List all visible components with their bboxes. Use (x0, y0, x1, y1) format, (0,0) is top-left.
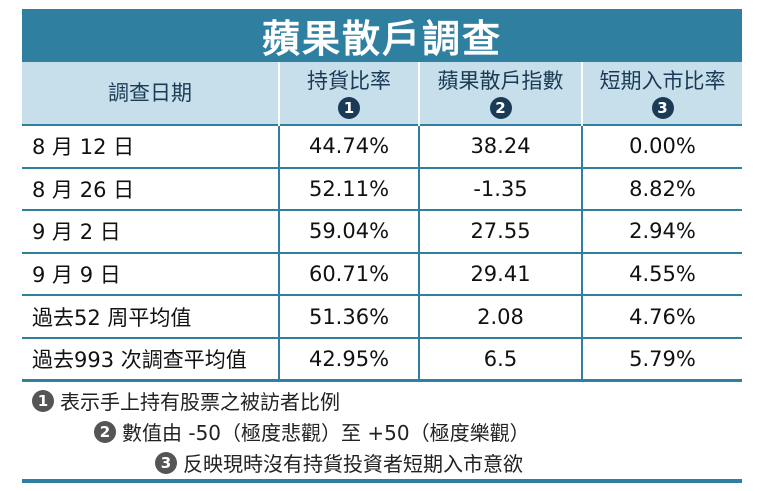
header-retail-index: 蘋果散戶指數 2 (419, 62, 583, 125)
cell-index: 6.5 (419, 336, 583, 383)
header-short-entry-ratio: 短期入市比率 3 (599, 68, 726, 119)
header-row: 調查日期 持貨比率 1 蘋果散戶指數 2 短期入市比率 3 (22, 62, 742, 125)
survey-table: 調查日期 持貨比率 1 蘋果散戶指數 2 短期入市比率 3 8 月 12 日 4… (22, 62, 742, 383)
footnote-text: 反映現時沒有持貨投資者短期入市意欲 (183, 452, 523, 476)
header-date: 調查日期 (22, 62, 280, 125)
cell-date: 過去993 次調查平均值 (22, 336, 280, 383)
footnote-marker-3: 3 (651, 96, 674, 119)
cell-short: 8.82% (582, 166, 742, 211)
bottom-rule (22, 479, 742, 483)
footnote-1: 1 表示手上持有股票之被訪者比例 (32, 386, 340, 415)
cell-index: 29.41 (419, 251, 583, 296)
footnote-number: 2 (94, 420, 116, 443)
footnote-marker-1: 1 (338, 96, 360, 119)
cell-short: 0.00% (582, 124, 742, 168)
footnote-marker-2: 2 (489, 96, 512, 119)
header-hold-ratio: 持貨比率 1 (279, 62, 420, 125)
cell-index: 38.24 (419, 124, 583, 168)
footnote-number: 3 (155, 451, 177, 474)
footnote-2: 2 數值由 -50（極度悲觀）至 +50（極度樂觀） (94, 417, 530, 446)
cell-hold: 60.71% (279, 251, 420, 296)
cell-hold: 52.11% (279, 166, 420, 211)
table-row: 8 月 12 日 44.74% 38.24 0.00% (22, 124, 742, 168)
footnote-text: 數值由 -50（極度悲觀）至 +50（極度樂觀） (122, 421, 530, 445)
cell-date: 8 月 12 日 (22, 124, 280, 168)
cell-date: 9 月 2 日 (22, 209, 280, 253)
survey-table-container: 蘋果散戶調查 調查日期 持貨比率 1 蘋果散戶指數 2 短期入市比率 3 (22, 9, 742, 383)
cell-index: 2.08 (419, 294, 583, 338)
table-row: 9 月 9 日 60.71% 29.41 4.55% (22, 251, 742, 296)
cell-index: -1.35 (419, 166, 583, 211)
cell-date: 8 月 26 日 (22, 166, 280, 211)
table-row: 9 月 2 日 59.04% 27.55 2.94% (22, 209, 742, 253)
cell-date: 過去52 周平均值 (22, 294, 280, 338)
footnote-number: 1 (32, 389, 54, 412)
cell-short: 2.94% (582, 209, 742, 253)
cell-hold: 59.04% (279, 209, 420, 253)
cell-hold: 51.36% (279, 294, 420, 338)
footnote-3: 3 反映現時沒有持貨投資者短期入市意欲 (155, 448, 523, 477)
table-row: 過去993 次調查平均值 42.95% 6.5 5.79% (22, 336, 742, 383)
cell-hold: 42.95% (279, 336, 420, 383)
table-title: 蘋果散戶調查 (22, 9, 742, 62)
cell-hold: 44.74% (279, 124, 420, 168)
cell-short: 4.55% (582, 251, 742, 296)
cell-short: 5.79% (582, 336, 742, 383)
footnote-text: 表示手上持有股票之被訪者比例 (60, 390, 340, 414)
table-row: 過去52 周平均值 51.36% 2.08 4.76% (22, 294, 742, 338)
cell-index: 27.55 (419, 209, 583, 253)
cell-date: 9 月 9 日 (22, 251, 280, 296)
cell-short: 4.76% (582, 294, 742, 338)
table-row: 8 月 26 日 52.11% -1.35 8.82% (22, 166, 742, 211)
